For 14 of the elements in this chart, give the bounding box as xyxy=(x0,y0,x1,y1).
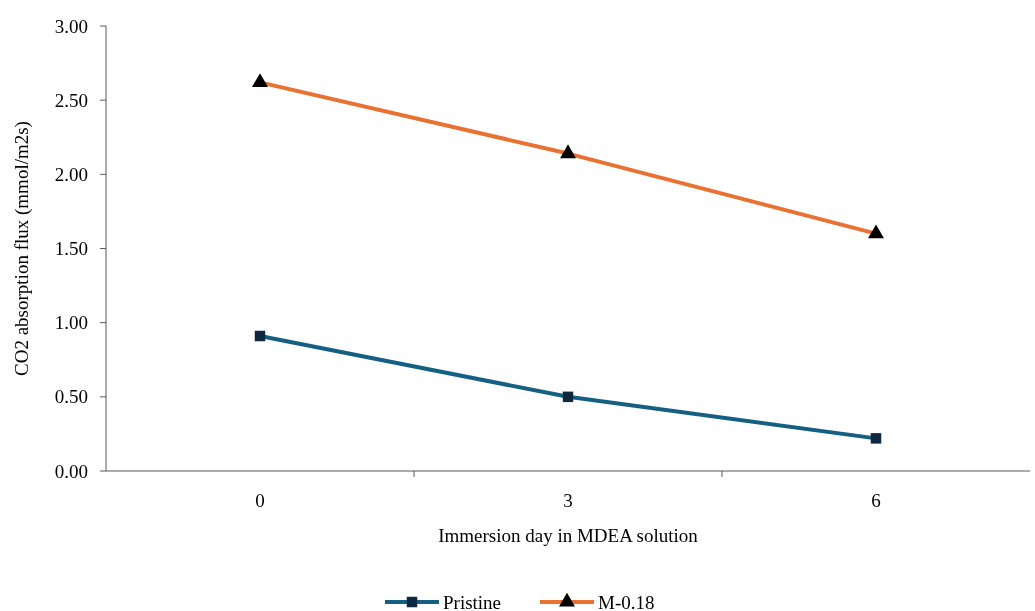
x-tick-label: 6 xyxy=(871,490,881,511)
y-axis-title: CO2 absorption flux (mmol/m2s) xyxy=(11,121,33,376)
y-tick-label: 2.50 xyxy=(54,89,88,111)
y-tick-label: 3.00 xyxy=(54,15,88,37)
y-tick-label: 0.50 xyxy=(54,386,88,408)
y-tick-label: 1.00 xyxy=(54,312,88,334)
x-tick-label: 3 xyxy=(563,490,573,511)
y-tick-label: 2.00 xyxy=(54,163,88,185)
legend-label: M-0.18 xyxy=(598,591,655,611)
legend-label: Pristine xyxy=(443,591,502,611)
y-tick-label: 1.50 xyxy=(54,238,88,260)
x-tick-label: 0 xyxy=(255,490,265,511)
y-tick-label: 0.00 xyxy=(54,460,88,482)
x-axis-title: Immersion day in MDEA solution xyxy=(438,525,699,546)
